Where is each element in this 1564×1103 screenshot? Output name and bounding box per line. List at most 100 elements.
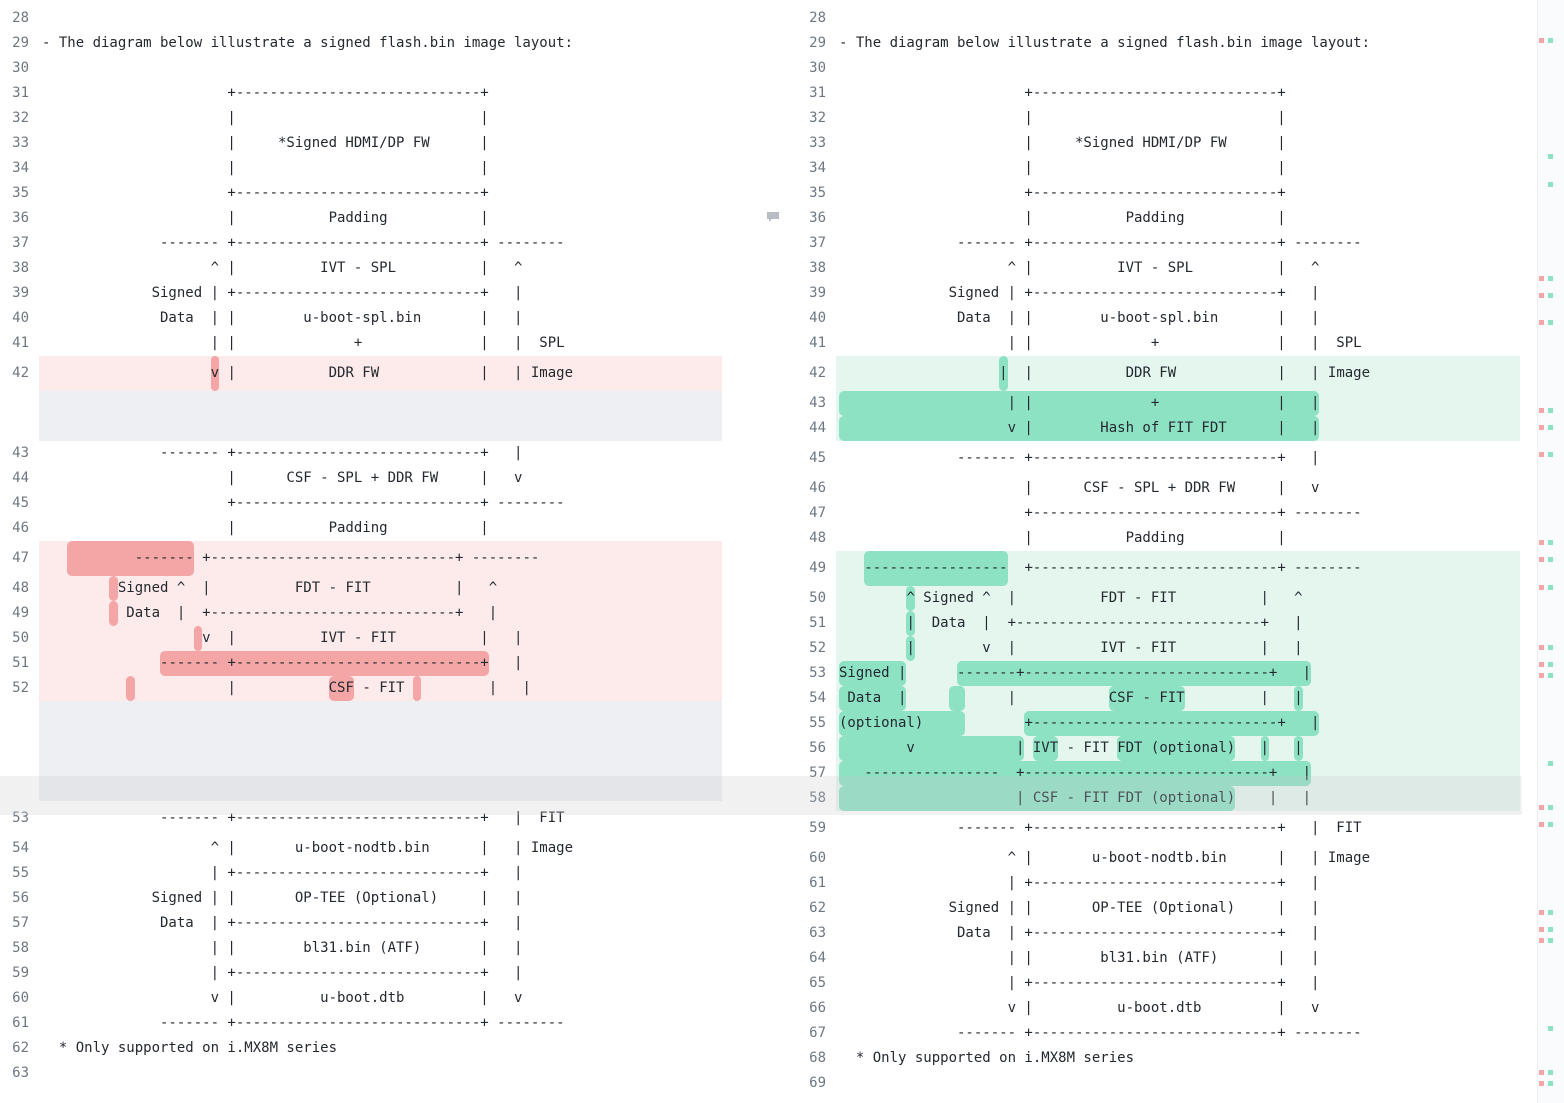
line-text: | |	[42, 160, 489, 176]
line-text: | +-----------------------------+ |	[839, 975, 1320, 991]
line-number: 48	[12, 580, 29, 596]
line-text: | DDR FW | | Image	[1007, 365, 1371, 381]
changed-text: CSF - FIT	[1108, 686, 1185, 711]
line-text	[1235, 736, 1260, 761]
line-number: 38	[12, 260, 29, 276]
line-number: 41	[12, 335, 29, 351]
line-text: ------- +-----------------------------+ …	[42, 235, 565, 251]
changed-text: Data |	[839, 686, 907, 711]
line-number: 30	[12, 60, 29, 76]
minimap-deletion-marker	[1539, 408, 1544, 414]
overview-ruler[interactable]	[1537, 0, 1564, 1103]
line-content: * Only supported on i.MX8M series	[42, 1036, 337, 1061]
minimap-deletion-marker	[1539, 275, 1544, 281]
minimap-addition-marker	[1548, 761, 1553, 767]
diff-line: 53 ------- +----------------------------…	[0, 801, 722, 836]
line-number: 60	[12, 990, 29, 1006]
line-number: 45	[12, 495, 29, 511]
line-text: | Padding |	[42, 520, 489, 536]
line-number: 46	[12, 520, 29, 536]
diff-line: 66 v | u-boot.dtb | v	[797, 996, 1520, 1021]
diff-line-added: 50 ^ Signed ^ | FDT - FIT | ^	[809, 586, 1520, 611]
line-content: | +-----------------------------+ |	[42, 961, 523, 986]
minimap-deletion-marker	[1539, 1069, 1544, 1075]
diff-line: 64 | | bl31.bin (ATF) | |	[797, 946, 1520, 971]
changed-text	[126, 676, 135, 701]
line-text: |	[1184, 690, 1295, 706]
minimap-deletion-marker	[1539, 424, 1544, 430]
line-number: 45	[809, 450, 826, 466]
changed-text: FDT (optional)	[1117, 736, 1236, 761]
minimap-addition-marker	[1548, 821, 1553, 827]
minimap-addition-marker	[1548, 1080, 1553, 1086]
line-text: v | IVT - FIT | |	[914, 640, 1303, 656]
changed-text: IVT	[1032, 736, 1059, 761]
line-number: 49	[12, 605, 29, 621]
line-text: | +-----------------------------+ |	[42, 965, 523, 981]
line-text: ------- +-----------------------------+ …	[839, 1025, 1362, 1041]
diff-line-added: 54 Data | | CSF - FIT | |	[809, 686, 1520, 711]
diff-line: 60 v | u-boot.dtb | v	[0, 986, 722, 1011]
line-number: 56	[809, 740, 826, 756]
line-content: ^ | IVT - SPL | ^	[42, 256, 523, 281]
diff-line: 37 ------- +----------------------------…	[797, 231, 1520, 256]
line-content: v | Hash of FIT FDT | |	[839, 416, 1320, 441]
line-number: 55	[809, 715, 826, 731]
line-content: | *Signed HDMI/DP FW |	[42, 131, 488, 156]
line-number: 32	[809, 110, 826, 126]
diff-line: 59 | +-----------------------------+ |	[0, 961, 722, 986]
diff-line: 41 | | + | | SPL	[0, 331, 722, 356]
line-text: Data | +-----------------------------+ |	[914, 615, 1303, 631]
line-content: ^ | u-boot-nodtb.bin | | Image	[839, 846, 1370, 871]
line-text: +-----------------------------+	[839, 85, 1286, 101]
diff-line: 55 | +-----------------------------+ |	[0, 861, 722, 886]
diff-line: 58 | | bl31.bin (ATF) | |	[0, 936, 722, 961]
line-number: 47	[12, 550, 29, 566]
diff-line-deleted: 51 ------- +----------------------------…	[12, 651, 722, 676]
line-content: - The diagram below illustrate a signed …	[42, 31, 573, 56]
line-number: 31	[12, 85, 29, 101]
line-content: | Padding |	[42, 516, 489, 541]
line-number: 63	[809, 925, 826, 941]
line-text: | | + | | SPL	[42, 335, 565, 351]
line-content: | Padding |	[839, 206, 1285, 231]
minimap-addition-marker	[1548, 154, 1553, 160]
line-content: | CSF - FIT FDT (optional) | |	[839, 786, 1311, 811]
comment-icon[interactable]	[766, 211, 780, 223]
diff-line: 38 ^ | IVT - SPL | ^	[0, 256, 722, 281]
line-text: +-----------------------------+ --------	[193, 550, 540, 566]
line-number: 68	[809, 1050, 826, 1066]
line-number: 62	[12, 1040, 29, 1056]
changed-text: | CSF - FIT FDT (optional)	[839, 786, 1236, 811]
line-number: 60	[809, 850, 826, 866]
line-text: v | u-boot.dtb | v	[839, 1000, 1320, 1016]
diff-line: 47 +-----------------------------+ -----…	[797, 501, 1520, 526]
diff-line: 29 - The diagram below illustrate a signe…	[797, 31, 1520, 56]
diff-line: 43 ------- +----------------------------…	[0, 441, 722, 466]
diff-line: 29 - The diagram below illustrate a signe…	[0, 31, 722, 56]
line-text: v | IVT - FIT | |	[202, 630, 523, 646]
line-content: Data | | u-boot-spl.bin | |	[839, 306, 1319, 331]
line-text	[839, 551, 864, 586]
line-number: 53	[12, 810, 29, 826]
diff-line-deleted: 42 v | DDR FW | | Image	[12, 356, 722, 391]
minimap-deletion-marker	[1539, 1080, 1544, 1086]
line-number: 58	[12, 940, 29, 956]
diff-line: 67 ------- +----------------------------…	[797, 1021, 1520, 1046]
changed-text: | | + | |	[839, 391, 1320, 416]
line-text: Signed | +-----------------------------+…	[839, 285, 1320, 301]
line-text: - FIT	[353, 680, 413, 696]
line-text	[42, 601, 109, 626]
line-text: ------- +-----------------------------+ …	[839, 450, 1320, 466]
minimap-addition-marker	[1548, 540, 1553, 546]
line-text	[1024, 736, 1032, 761]
line-number: 59	[12, 965, 29, 981]
line-content: ----------------- +---------------------…	[839, 551, 1362, 586]
changed-text: |	[999, 356, 1008, 391]
changed-text	[412, 676, 422, 701]
line-number: 69	[809, 1075, 826, 1091]
minimap-deletion-marker	[1539, 672, 1544, 678]
line-number: 66	[809, 1000, 826, 1016]
diff-line: 68 * Only supported on i.MX8M series	[797, 1046, 1520, 1071]
line-content: * Only supported on i.MX8M series	[839, 1046, 1134, 1071]
